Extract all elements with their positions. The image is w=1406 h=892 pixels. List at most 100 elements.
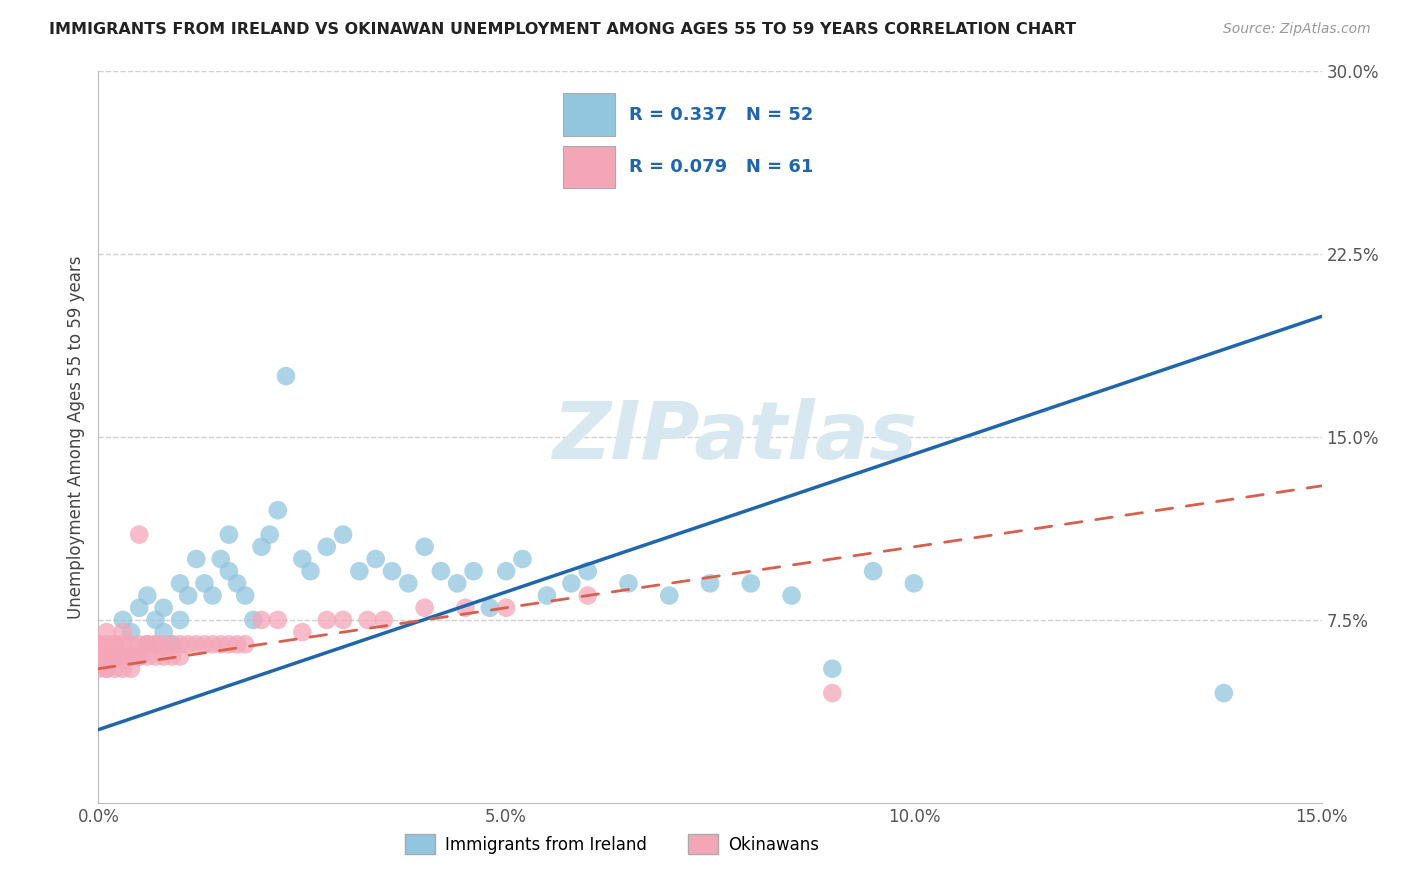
Point <box>259 527 281 541</box>
Point <box>512 552 534 566</box>
Point <box>177 589 200 603</box>
Point <box>495 564 517 578</box>
Point <box>430 564 453 578</box>
Point <box>209 637 232 651</box>
Point <box>104 637 127 651</box>
Point <box>128 527 150 541</box>
Point <box>218 527 240 541</box>
Point <box>104 637 127 651</box>
Point <box>136 637 159 651</box>
Point <box>413 540 436 554</box>
Point <box>226 576 249 591</box>
Point <box>128 600 150 615</box>
Point <box>104 662 127 676</box>
Point <box>120 637 142 651</box>
Point <box>104 649 127 664</box>
Y-axis label: Unemployment Among Ages 55 to 59 years: Unemployment Among Ages 55 to 59 years <box>66 255 84 619</box>
Point <box>136 589 159 603</box>
Point <box>120 662 142 676</box>
Text: ZIPatlas: ZIPatlas <box>553 398 917 476</box>
Point <box>128 649 150 664</box>
Point <box>454 600 477 615</box>
Point <box>120 649 142 664</box>
Point <box>413 600 436 615</box>
Point <box>96 662 118 676</box>
Point <box>218 564 240 578</box>
Point <box>201 637 224 651</box>
Point <box>617 576 640 591</box>
Point <box>96 637 118 651</box>
FancyBboxPatch shape <box>564 146 614 188</box>
Point <box>136 649 159 664</box>
Point <box>186 637 208 651</box>
Point <box>152 600 174 615</box>
Point <box>315 540 337 554</box>
Point <box>96 662 118 676</box>
Point <box>267 613 290 627</box>
Point <box>96 649 118 664</box>
Text: R = 0.079   N = 61: R = 0.079 N = 61 <box>630 158 814 177</box>
Point <box>396 576 419 591</box>
Point <box>218 637 240 651</box>
Point <box>267 503 290 517</box>
Point <box>145 613 167 627</box>
Point <box>332 527 354 541</box>
Point <box>169 613 191 627</box>
Point <box>128 649 150 664</box>
Point <box>120 625 142 640</box>
Point <box>226 637 249 651</box>
Point <box>111 613 134 627</box>
Point <box>233 637 256 651</box>
Point <box>87 649 110 664</box>
Point <box>373 613 395 627</box>
Point <box>169 649 191 664</box>
Point <box>233 589 256 603</box>
Point <box>145 637 167 651</box>
Point <box>299 564 322 578</box>
Point <box>111 649 134 664</box>
Point <box>903 576 925 591</box>
Point <box>136 637 159 651</box>
Point <box>536 589 558 603</box>
Point <box>111 662 134 676</box>
Point <box>560 576 582 591</box>
Point <box>186 552 208 566</box>
Point <box>495 600 517 615</box>
Point <box>177 637 200 651</box>
Point <box>250 540 273 554</box>
Text: IMMIGRANTS FROM IRELAND VS OKINAWAN UNEMPLOYMENT AMONG AGES 55 TO 59 YEARS CORRE: IMMIGRANTS FROM IRELAND VS OKINAWAN UNEM… <box>49 22 1077 37</box>
Point <box>463 564 485 578</box>
Point <box>87 649 110 664</box>
Point <box>821 662 844 676</box>
Point <box>87 662 110 676</box>
Point <box>96 625 118 640</box>
Point <box>145 649 167 664</box>
Point <box>1212 686 1234 700</box>
Point <box>111 637 134 651</box>
Point <box>193 576 215 591</box>
Point <box>356 613 378 627</box>
Point <box>658 589 681 603</box>
Text: Source: ZipAtlas.com: Source: ZipAtlas.com <box>1223 22 1371 37</box>
Point <box>152 649 174 664</box>
Point <box>104 649 127 664</box>
Point <box>274 369 297 384</box>
Point <box>740 576 762 591</box>
Point <box>250 613 273 627</box>
Point <box>193 637 215 651</box>
Point <box>160 649 183 664</box>
Point <box>315 613 337 627</box>
Point <box>862 564 884 578</box>
Point <box>242 613 264 627</box>
FancyBboxPatch shape <box>564 94 614 136</box>
Point <box>821 686 844 700</box>
Point <box>364 552 387 566</box>
Point <box>87 637 110 651</box>
Point <box>576 589 599 603</box>
Point <box>96 649 118 664</box>
Legend: Immigrants from Ireland, Okinawans: Immigrants from Ireland, Okinawans <box>398 828 827 860</box>
Text: R = 0.337   N = 52: R = 0.337 N = 52 <box>630 105 814 123</box>
Point <box>291 552 314 566</box>
Point <box>780 589 803 603</box>
Point <box>128 637 150 651</box>
